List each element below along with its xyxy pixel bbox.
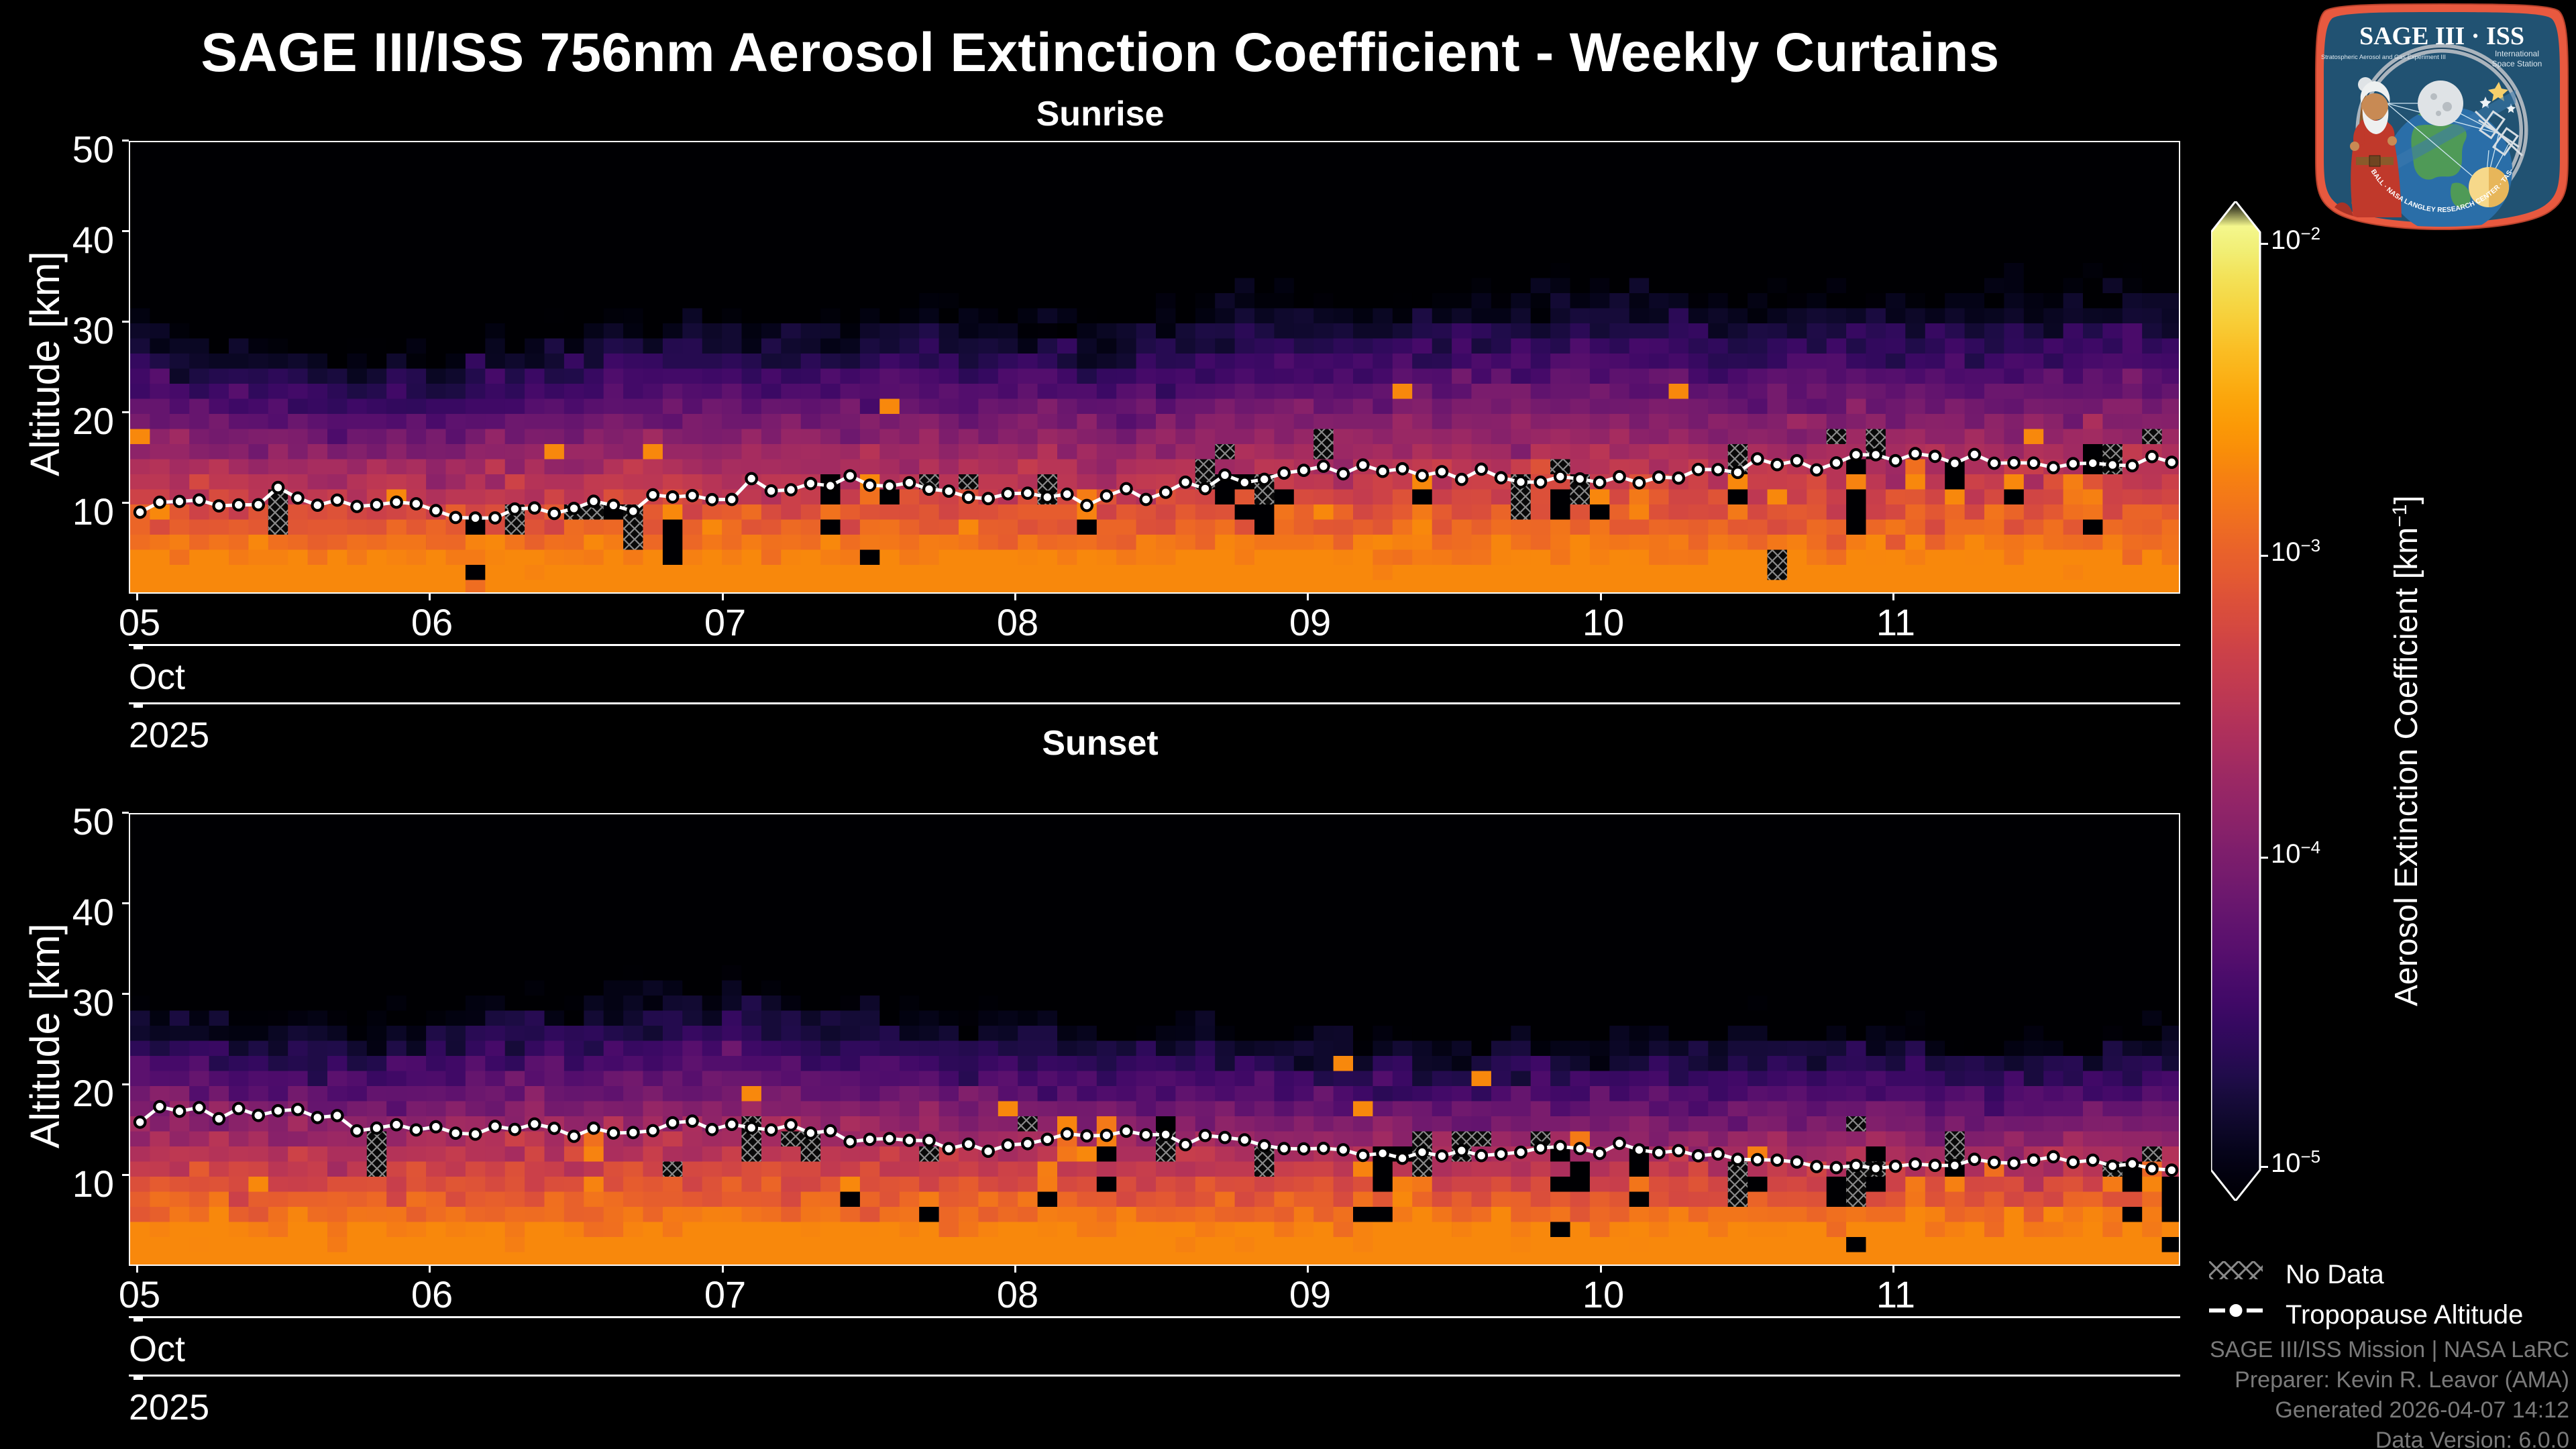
svg-text:Stratospheric Aerosol and Gas: Stratospheric Aerosol and Gas Experiment… bbox=[2321, 54, 2446, 60]
svg-text:Space Station: Space Station bbox=[2492, 59, 2542, 68]
svg-text:International: International bbox=[2495, 49, 2539, 58]
svg-text:SAGE III · ISS: SAGE III · ISS bbox=[2359, 22, 2524, 50]
